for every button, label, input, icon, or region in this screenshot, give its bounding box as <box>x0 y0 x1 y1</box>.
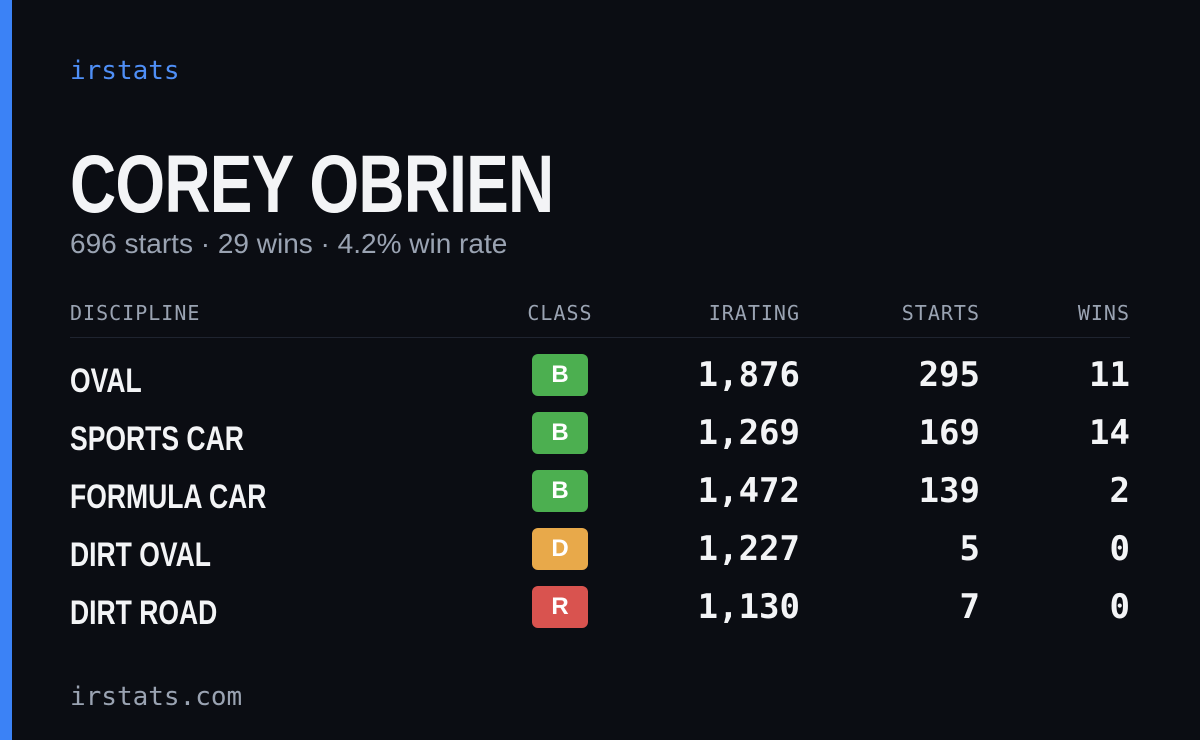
discipline: OVAL <box>70 362 142 400</box>
starts: 7 <box>959 587 980 627</box>
irating: 1,227 <box>697 529 800 569</box>
column-header: IRATING <box>708 301 800 325</box>
irating: 1,269 <box>697 413 800 453</box>
starts: 5 <box>959 529 980 569</box>
irating: 1,130 <box>697 587 800 627</box>
irating: 1,876 <box>697 355 800 395</box>
class-badge: B <box>532 354 588 396</box>
wins: 14 <box>1089 413 1130 453</box>
starts: 139 <box>918 471 980 511</box>
wins: 0 <box>1109 529 1130 569</box>
discipline: DIRT OVAL <box>70 536 211 574</box>
footer-link: irstats.com <box>70 682 243 712</box>
column-header: STARTS <box>901 301 980 325</box>
starts: 295 <box>918 355 980 395</box>
starts: 169 <box>918 413 980 453</box>
player-name: COREY OBRIEN <box>70 139 554 230</box>
irating: 1,472 <box>697 471 800 511</box>
wins: 11 <box>1089 355 1130 395</box>
header-rule <box>70 337 1130 338</box>
discipline: FORMULA CAR <box>70 478 267 516</box>
class-badge: D <box>532 528 588 570</box>
wins: 0 <box>1109 587 1130 627</box>
discipline: SPORTS CAR <box>70 420 244 458</box>
discipline: DIRT ROAD <box>70 594 218 632</box>
column-header: WINS <box>1077 301 1130 325</box>
wins: 2 <box>1109 471 1130 511</box>
column-header: CLASS <box>527 301 593 325</box>
column-header: DISCIPLINE <box>70 301 201 325</box>
class-badge: B <box>532 412 588 454</box>
brand: irstats <box>70 56 180 86</box>
class-badge: R <box>532 586 588 628</box>
class-badge: B <box>532 470 588 512</box>
accent-bar <box>0 0 12 740</box>
summary: 696 starts · 29 wins · 4.2% win rate <box>70 228 508 259</box>
